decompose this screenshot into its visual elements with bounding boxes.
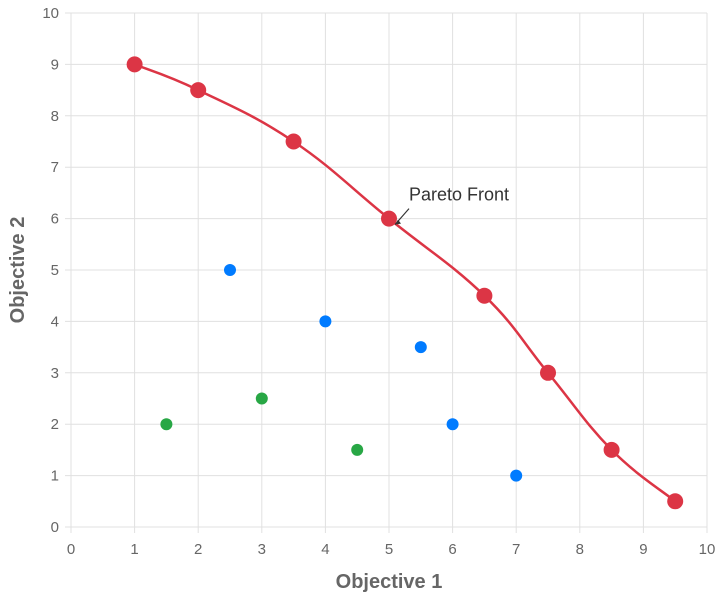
data-point: [319, 315, 332, 328]
x-tick-label: 1: [130, 541, 138, 558]
y-tick-label: 7: [51, 159, 59, 176]
x-tick-label: 6: [448, 541, 456, 558]
x-tick-label: 5: [385, 541, 393, 558]
y-tick-label: 0: [51, 519, 59, 536]
y-tick-label: 9: [51, 56, 59, 73]
y-tick-label: 2: [51, 416, 59, 433]
y-tick-label: 10: [42, 5, 59, 22]
data-point: [540, 364, 556, 381]
x-tick-label: 8: [576, 541, 584, 558]
x-tick-label: 9: [639, 541, 647, 558]
data-point: [285, 133, 302, 150]
data-point: [667, 493, 684, 510]
y-tick-label: 4: [51, 313, 59, 330]
data-point: [160, 418, 173, 431]
x-tick-label: 7: [512, 541, 520, 558]
data-point: [126, 56, 143, 73]
x-tick-label: 3: [258, 541, 266, 558]
x-tick-label: 2: [194, 541, 202, 558]
series-1: [224, 264, 523, 482]
series-line: [134, 63, 676, 503]
y-tick-label: 6: [51, 211, 59, 228]
x-tick-label: 10: [699, 541, 716, 558]
data-point: [255, 392, 268, 405]
data-point: [381, 210, 397, 227]
data-point: [414, 341, 427, 354]
annotation-label: Pareto Front: [409, 185, 509, 205]
x-axis-title: Objective 1: [336, 571, 443, 593]
data-point: [603, 441, 620, 458]
y-tick-label: 5: [51, 262, 59, 279]
series: [126, 56, 684, 510]
x-tick-label: 4: [321, 541, 329, 558]
annotation-arrowhead: [395, 219, 401, 225]
y-tick-label: 3: [51, 365, 59, 382]
y-axis-title: Objective 2: [7, 217, 29, 324]
data-point: [190, 82, 207, 99]
series-0: [126, 56, 684, 510]
axes: 0 1 2 3 4 5 6 7 8 9 10 0 1 2 3 4 5 6 7 8 9 10: [42, 5, 715, 558]
data-point: [476, 287, 493, 304]
series-2: [160, 392, 364, 456]
y-tick-label: 8: [51, 108, 59, 125]
annotation: Pareto Front: [394, 185, 509, 225]
data-point: [510, 469, 523, 482]
data-point: [446, 418, 459, 431]
data-point: [351, 443, 364, 456]
data-point: [224, 264, 236, 276]
x-tick-label: 0: [67, 541, 75, 558]
annotations: Pareto Front: [394, 185, 509, 225]
y-tick-label: 1: [51, 468, 59, 485]
